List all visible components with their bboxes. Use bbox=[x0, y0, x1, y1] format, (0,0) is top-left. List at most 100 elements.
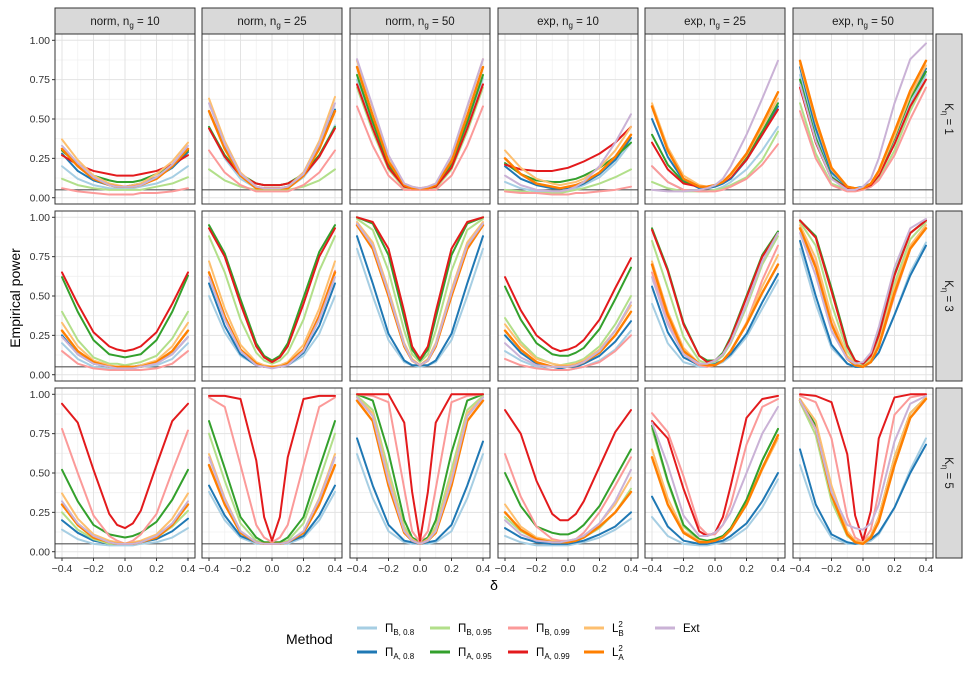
x-tick-label: −0.2 bbox=[83, 563, 104, 575]
panel-r1-c2 bbox=[201, 33, 343, 205]
legend-label: ΠA, 0.99 bbox=[536, 647, 570, 661]
series-line-4 bbox=[504, 266, 632, 357]
x-tick-label: −0.4 bbox=[790, 563, 811, 575]
panel-border bbox=[201, 210, 343, 382]
row-strip bbox=[935, 210, 963, 382]
series-line-8 bbox=[650, 434, 780, 544]
legend-label: Ext bbox=[683, 623, 700, 635]
series-line-9 bbox=[799, 217, 927, 365]
series-line-9 bbox=[208, 102, 336, 190]
column-strip bbox=[792, 7, 934, 35]
x-tick-label: 0.2 bbox=[444, 563, 459, 575]
series-line-4 bbox=[651, 424, 779, 542]
series-line-3 bbox=[651, 130, 779, 193]
row-strip-label: Kη = 5 bbox=[940, 457, 954, 489]
legend-item-6: ΠA, 0.99 bbox=[508, 647, 570, 661]
series-line-6 bbox=[208, 127, 336, 187]
series-line-4 bbox=[61, 468, 189, 539]
series-line-6 bbox=[504, 125, 632, 172]
series-line-9 bbox=[504, 301, 632, 368]
panel-r3-c5 bbox=[644, 387, 786, 559]
x-tick-label: 0.2 bbox=[739, 563, 754, 575]
series-line-6 bbox=[208, 394, 336, 542]
panel-r1-c6 bbox=[792, 33, 934, 205]
series-line-1 bbox=[504, 517, 632, 547]
x-tick-label: 0.4 bbox=[328, 563, 343, 575]
series-line-9 bbox=[651, 59, 779, 193]
series-line-7 bbox=[799, 396, 927, 544]
legend-item-9: Ext bbox=[655, 623, 700, 635]
x-tick-label: −0.4 bbox=[495, 563, 516, 575]
column-strip-label: norm, ng = 10 bbox=[90, 16, 159, 30]
x-tick-label: −0.2 bbox=[378, 563, 399, 575]
series-line-1 bbox=[61, 165, 189, 190]
series-line-7 bbox=[504, 125, 632, 187]
x-tick-label: 0.0 bbox=[561, 563, 576, 575]
y-tick-label: 0.50 bbox=[30, 114, 51, 126]
x-tick-label: 0.0 bbox=[708, 563, 723, 575]
legend-item-1: ΠB, 0.8 bbox=[357, 623, 415, 637]
legend-label: ΠA, 0.8 bbox=[385, 647, 415, 661]
series-line-5 bbox=[504, 334, 632, 371]
series-line-4 bbox=[356, 216, 484, 362]
series-line-6 bbox=[356, 216, 484, 360]
series-line-9 bbox=[208, 456, 336, 545]
series-line-6 bbox=[61, 271, 189, 353]
y-tick-label: 0.25 bbox=[30, 330, 51, 342]
column-strip-label: exp, ng = 10 bbox=[537, 16, 599, 30]
legend-label: ΠA, 0.95 bbox=[458, 647, 492, 661]
x-tick-label: −0.4 bbox=[642, 563, 663, 575]
series-line-4 bbox=[504, 141, 632, 183]
x-tick-label: 0.4 bbox=[919, 563, 934, 575]
panel-r1-c5 bbox=[644, 33, 786, 205]
legend: Method ΠB, 0.8 ΠA, 0.8 ΠB, 0.95 ΠA, 0.95 ΠB,… bbox=[286, 620, 700, 662]
x-tick-label: 0.0 bbox=[856, 563, 871, 575]
x-tick-label: −0.2 bbox=[821, 563, 842, 575]
series-line-2 bbox=[504, 511, 632, 545]
panel-r3-c6 bbox=[792, 387, 934, 559]
column-strip-label: exp, ng = 50 bbox=[832, 16, 894, 30]
series-line-6 bbox=[799, 219, 927, 365]
series-line-2 bbox=[651, 272, 779, 367]
panel-border bbox=[644, 210, 786, 382]
legend-label: ΠB, 0.99 bbox=[536, 623, 570, 637]
series-line-4 bbox=[61, 274, 189, 359]
row-strip bbox=[935, 33, 963, 205]
series-line-4 bbox=[208, 224, 336, 362]
y-tick-label: 0.50 bbox=[30, 291, 51, 303]
y-tick-label: 0.75 bbox=[30, 74, 51, 86]
column-strip bbox=[201, 7, 343, 35]
series-line-3 bbox=[208, 168, 336, 191]
series-line-9 bbox=[208, 276, 336, 370]
series-line-8 bbox=[60, 329, 190, 369]
series-line-9 bbox=[799, 42, 927, 191]
x-tick-label: 0.2 bbox=[592, 563, 607, 575]
series-line-5 bbox=[651, 398, 779, 536]
x-tick-label: −0.4 bbox=[52, 563, 73, 575]
legend-item-4: ΠA, 0.95 bbox=[430, 647, 492, 661]
panel-r1-c3 bbox=[349, 33, 491, 205]
series-line-9 bbox=[504, 468, 632, 544]
series-line-3 bbox=[799, 221, 927, 367]
series-line-4 bbox=[504, 448, 632, 536]
column-strip bbox=[349, 7, 491, 35]
x-tick-label: 0.4 bbox=[181, 563, 196, 575]
series-line-1 bbox=[61, 527, 189, 547]
x-tick-label: 0.2 bbox=[296, 563, 311, 575]
x-tick-label: −0.2 bbox=[673, 563, 694, 575]
series-line-2 bbox=[651, 472, 779, 545]
series-line-3 bbox=[504, 295, 632, 367]
y-tick-label: 0.00 bbox=[30, 192, 51, 204]
column-strip-label: norm, ng = 25 bbox=[237, 16, 306, 30]
series-line-6 bbox=[504, 257, 632, 353]
x-tick-label: 0.0 bbox=[265, 563, 280, 575]
y-tick-label: 1.00 bbox=[30, 389, 51, 401]
series-line-6 bbox=[61, 402, 189, 530]
panel-r1-c4 bbox=[497, 33, 639, 205]
series-line-6 bbox=[799, 393, 927, 542]
series-line-8 bbox=[798, 59, 928, 190]
axes: 0.00 0.25 0.50 0.75 1.00 0.00 0.25 0.50 0.75 1.00… bbox=[30, 35, 934, 575]
series-line-9 bbox=[356, 58, 484, 190]
series-line-5 bbox=[61, 350, 189, 371]
